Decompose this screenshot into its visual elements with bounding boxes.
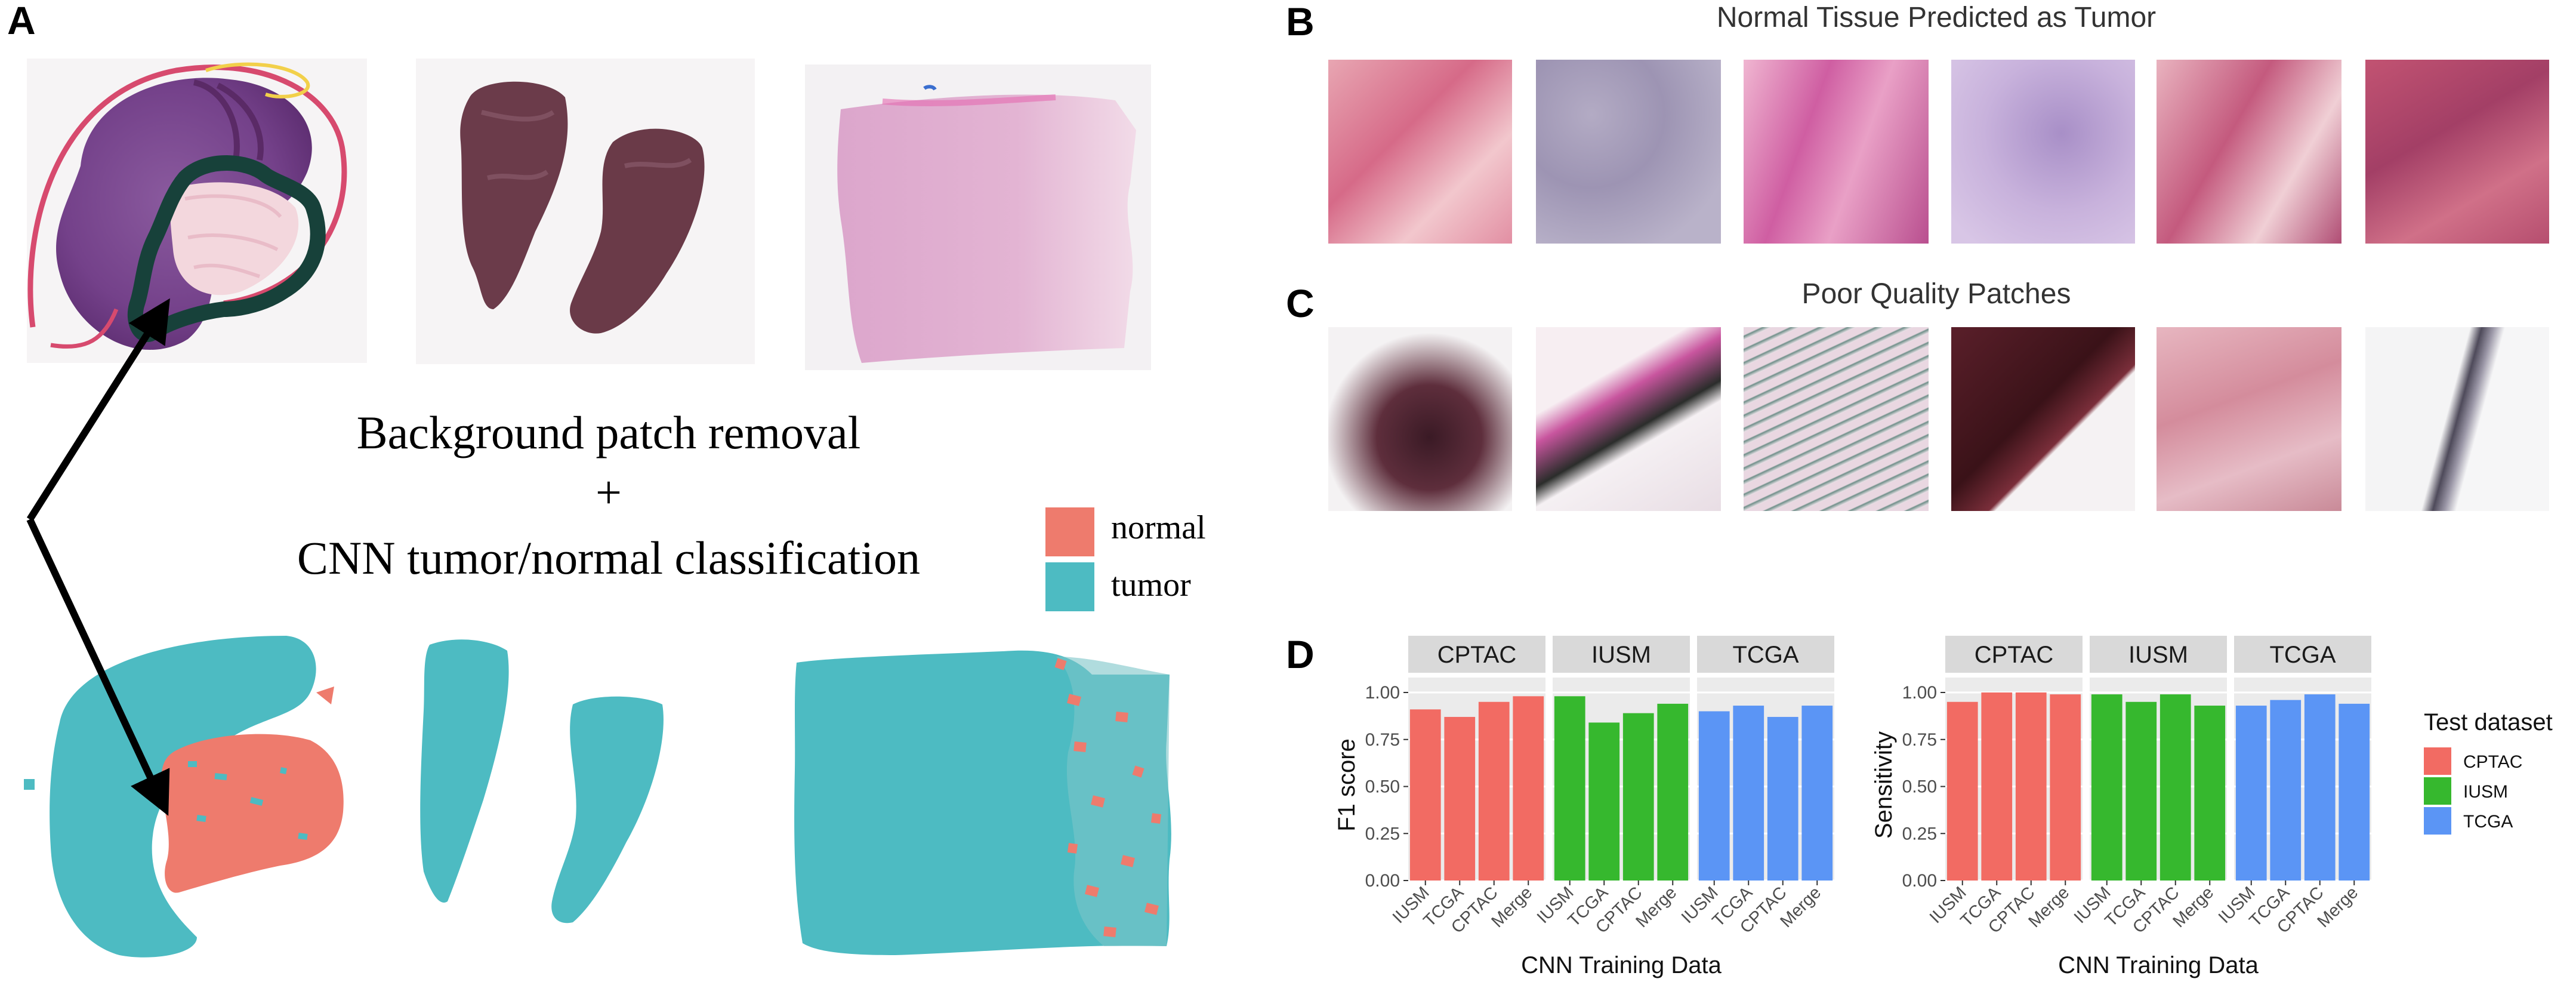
poor-quality-patch-3 — [1744, 327, 1929, 511]
poor-quality-patch-4 — [1951, 327, 2135, 511]
sensitivity-bar — [2015, 692, 2047, 881]
legend-normal-label: normal — [1111, 509, 1206, 546]
sensitivity-y-tick-label: 0.75 — [1902, 730, 1937, 750]
legend-tumor-label: tumor — [1111, 567, 1191, 604]
normal-tissue-patch-5 — [2157, 60, 2341, 244]
sensitivity-y-tick-label: 0.00 — [1902, 871, 1937, 891]
f1-y-tick-label: 0.25 — [1365, 824, 1400, 844]
slide-3-image — [805, 64, 1151, 370]
f1-bar — [1767, 716, 1798, 881]
f1-bar — [1444, 716, 1476, 881]
sensitivity-bar — [2159, 694, 2191, 881]
f1-bar — [1801, 706, 1833, 881]
legend-iusm-label: IUSM — [2463, 782, 2508, 802]
panel-b-title: Normal Tissue Predicted as Tumor — [1716, 2, 2157, 33]
panel-c-letter: C — [1286, 281, 1315, 325]
sensitivity-bar — [2125, 701, 2157, 881]
f1-y-tick-label: 1.00 — [1365, 683, 1400, 703]
sensitivity-y-tick-label: 1.00 — [1902, 683, 1937, 703]
link-arrows — [26, 298, 170, 816]
legend-tcga-label: TCGA — [2463, 812, 2513, 832]
sensitivity-bar — [2050, 694, 2081, 881]
normal-tissue-patch-2 — [1536, 60, 1721, 244]
slide-1-tissue — [27, 62, 347, 350]
f1-y-axis-title: F1 score — [1334, 738, 1360, 832]
map-2-right-tissue — [551, 696, 664, 923]
normal-tissue-patch-6 — [2365, 60, 2549, 244]
sensitivity-bar — [2091, 694, 2122, 881]
f1-facet-strip — [1697, 636, 1834, 673]
map-1-tumor-region — [50, 636, 316, 958]
sensitivity-facet-label: CPTAC — [1975, 642, 2054, 668]
method-line-3: CNN tumor/normal classification — [297, 532, 921, 584]
method-line-1: Background patch removal — [356, 407, 861, 458]
slide-1-image — [27, 59, 367, 363]
sensitivity-y-tick-label: 0.50 — [1902, 777, 1937, 797]
sensitivity-chart: Sensitivity 0.00 0.25 0.50 0.75 1.00 CPTAC IUSM… — [1871, 636, 2371, 978]
legend-tcga-swatch — [2424, 807, 2451, 835]
f1-x-axis-title: CNN Training Data — [1521, 952, 1722, 978]
method-line-2: + — [596, 466, 622, 518]
sensitivity-bar — [2339, 703, 2370, 881]
map-2-left-tissue — [420, 639, 509, 903]
map-1-normal-region — [161, 734, 344, 893]
legend-tumor-swatch — [1045, 562, 1094, 611]
f1-y-tick-label: 0.75 — [1365, 730, 1400, 750]
sensitivity-y-tick-label: 0.25 — [1902, 824, 1937, 844]
legend-cptac-swatch — [2424, 747, 2451, 775]
sensitivity-bar — [1946, 701, 1978, 881]
normal-tissue-patch-3 — [1744, 60, 1929, 244]
f1-y-tick-label: 0.50 — [1365, 777, 1400, 797]
slide-2-image — [416, 59, 755, 364]
panel-c-title: Poor Quality Patches — [1801, 278, 2071, 310]
f1-bar — [1733, 706, 1764, 881]
poor-quality-patch-5 — [2157, 327, 2341, 511]
sensitivity-bar — [2270, 700, 2302, 881]
sensitivity-facet-label: IUSM — [2128, 642, 2188, 668]
panel-d-letter: D — [1286, 632, 1315, 676]
f1-bar — [1513, 696, 1544, 881]
f1-bar — [1622, 713, 1654, 881]
sensitivity-bar — [2304, 694, 2336, 881]
poor-quality-patch-2 — [1536, 327, 1721, 511]
f1-bar — [1478, 701, 1510, 881]
sensitivity-y-axis-title: Sensitivity — [1871, 731, 1897, 839]
f1-facet-strip — [1553, 636, 1690, 673]
sensitivity-facet-strip — [1945, 636, 2083, 673]
sensitivity-bar — [2235, 706, 2267, 881]
test-dataset-legend-title: Test dataset — [2424, 709, 2553, 735]
f1-y-tick-label: 0.00 — [1365, 871, 1400, 891]
legend-cptac-label: CPTAC — [2463, 752, 2523, 772]
f1-score-chart: F1 score 0.00 0.25 0.50 0.75 1.00 CPTAC IUSM TCG… — [1334, 636, 1834, 978]
f1-facet-label: CPTAC — [1437, 642, 1517, 668]
f1-facet-strip — [1408, 636, 1545, 673]
slide-3-tissue — [837, 85, 1136, 364]
sensitivity-x-axis-title: CNN Training Data — [2058, 952, 2259, 978]
sensitivity-facet-strip — [2234, 636, 2371, 673]
sensitivity-facet-strip — [2090, 636, 2227, 673]
slide-2-tissue — [460, 81, 705, 334]
f1-bar — [1554, 696, 1585, 881]
f1-bar — [1409, 709, 1441, 881]
f1-bar — [1698, 711, 1730, 881]
sensitivity-facet-label: TCGA — [2269, 642, 2336, 668]
panel-a-letter: A — [7, 0, 36, 42]
normal-tissue-patch-4 — [1951, 60, 2135, 244]
f1-bar — [1588, 722, 1620, 881]
f1-bar — [1657, 703, 1689, 881]
sensitivity-bar — [1981, 692, 2013, 881]
legend-iusm-swatch — [2424, 777, 2451, 805]
poor-quality-patch-1 — [1328, 327, 1512, 511]
sensitivity-bar — [2194, 706, 2226, 881]
legend-normal-swatch — [1045, 507, 1094, 556]
f1-facet-label: TCGA — [1732, 642, 1798, 668]
normal-tissue-patch-1 — [1328, 60, 1512, 244]
panel-b-letter: B — [1286, 0, 1315, 44]
prediction-maps — [24, 636, 1171, 958]
f1-facet-label: IUSM — [1591, 642, 1651, 668]
poor-quality-patch-6 — [2365, 327, 2549, 511]
